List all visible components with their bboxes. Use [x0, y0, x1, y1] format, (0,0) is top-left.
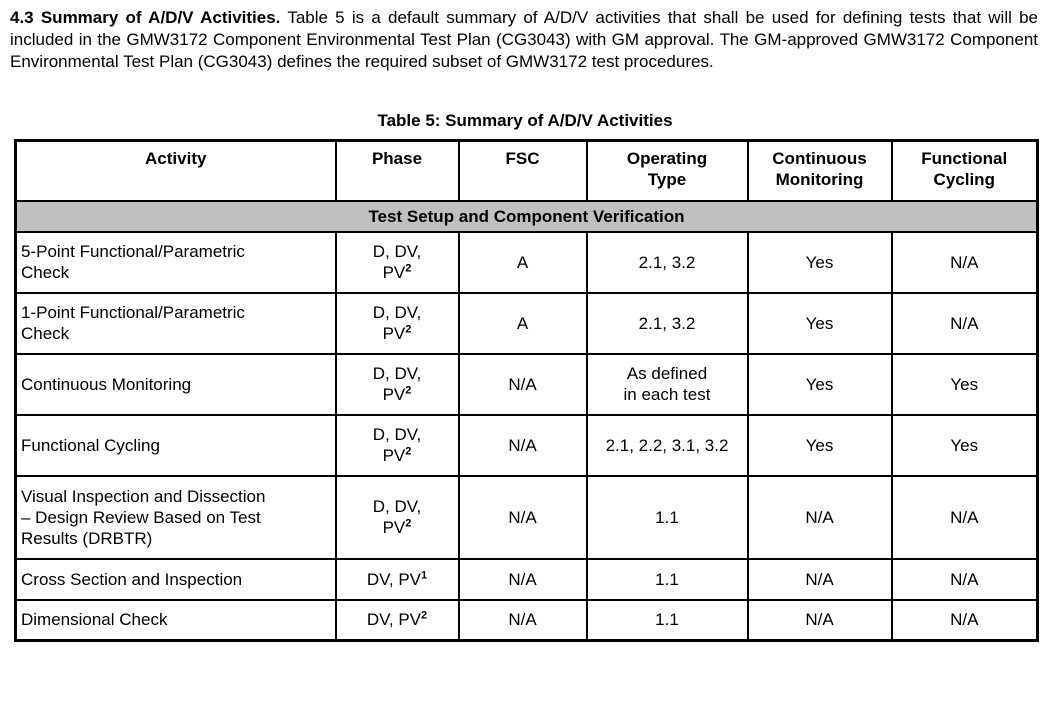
table-caption: Table 5: Summary of A/D/V Activities	[377, 111, 673, 130]
fsc-cell: A	[457, 230, 588, 294]
fsc-cell: N/A	[457, 598, 588, 642]
footnote-superscript: 2	[421, 609, 428, 622]
continuous-monitoring-cell: Yes	[746, 291, 893, 355]
activity-cell: Continuous Monitoring	[14, 352, 337, 416]
fsc-cell: N/A	[457, 557, 588, 601]
fsc-cell: N/A	[457, 413, 588, 477]
fsc-cell: A	[457, 291, 588, 355]
phase-cell: D, DV, PV2	[334, 352, 460, 416]
phase-value: D, DV, PV	[372, 497, 422, 537]
section-header-label: Test Setup and Component Verification	[14, 199, 1039, 233]
functional-cycling-cell: Yes	[890, 352, 1039, 416]
continuous-monitoring-cell: N/A	[746, 598, 893, 642]
activity-cell: Cross Section and Inspection	[14, 557, 337, 601]
operating-type-cell: 1.1	[585, 474, 749, 560]
continuous-monitoring-cell: N/A	[746, 557, 893, 601]
phase-value: D, DV, PV	[372, 303, 422, 343]
operating-type-cell: 1.1	[585, 598, 749, 642]
column-header-fsc: FSC	[457, 139, 588, 202]
phase-cell: DV, PV1	[334, 557, 460, 601]
phase-cell: D, DV, PV2	[334, 230, 460, 294]
operating-type-cell: 2.1, 2.2, 3.1, 3.2	[585, 413, 749, 477]
functional-cycling-cell: N/A	[890, 230, 1039, 294]
phase-cell: D, DV, PV2	[334, 474, 460, 560]
fsc-cell: N/A	[457, 352, 588, 416]
operating-type-cell: 2.1, 3.2	[585, 230, 749, 294]
column-header-continuous-monitoring: Continuous Monitoring	[746, 139, 893, 202]
footnote-superscript: 2	[405, 445, 412, 458]
footnote-superscript: 2	[405, 323, 412, 336]
table-row: Cross Section and Inspection DV, PV1 N/A…	[14, 557, 1039, 601]
activity-cell: Dimensional Check	[14, 598, 337, 642]
operating-type-cell: As defined in each test	[585, 352, 749, 416]
functional-cycling-cell: Yes	[890, 413, 1039, 477]
section-header-row: Test Setup and Component Verification	[14, 199, 1039, 233]
table-row: Functional Cycling D, DV, PV2 N/A 2.1, 2…	[14, 413, 1039, 477]
phase-cell: D, DV, PV2	[334, 291, 460, 355]
table-row: Dimensional Check DV, PV2 N/A 1.1 N/A N/…	[14, 598, 1039, 642]
phase-cell: D, DV, PV2	[334, 413, 460, 477]
document-page: 4.3 Summary of A/D/V Activities. Table 5…	[0, 7, 1046, 704]
table-row: 1-Point Functional/Parametric Check D, D…	[14, 291, 1039, 355]
column-header-functional-cycling: Functional Cycling	[890, 139, 1039, 202]
functional-cycling-cell: N/A	[890, 474, 1039, 560]
footnote-superscript: 2	[405, 384, 412, 397]
column-header-activity: Activity	[14, 139, 337, 202]
continuous-monitoring-cell: N/A	[746, 474, 893, 560]
fsc-cell: N/A	[457, 474, 588, 560]
continuous-monitoring-cell: Yes	[746, 230, 893, 294]
intro-paragraph: 4.3 Summary of A/D/V Activities. Table 5…	[10, 7, 1038, 73]
footnote-superscript: 2	[405, 517, 412, 530]
phase-value: DV, PV	[366, 610, 422, 630]
activity-cell: 5-Point Functional/Parametric Check	[14, 230, 337, 294]
phase-value: D, DV, PV	[372, 364, 422, 404]
phase-value: DV, PV	[366, 569, 422, 589]
activity-cell: 1-Point Functional/Parametric Check	[14, 291, 337, 355]
table-header-row: Activity Phase FSC Operating Type Contin…	[14, 139, 1039, 202]
activity-cell: Functional Cycling	[14, 413, 337, 477]
functional-cycling-cell: N/A	[890, 291, 1039, 355]
activity-cell: Visual Inspection and Dissection – Desig…	[14, 474, 337, 560]
column-header-phase: Phase	[334, 139, 460, 202]
table-row: Continuous Monitoring D, DV, PV2 N/A As …	[14, 352, 1039, 416]
column-header-operating-type: Operating Type	[585, 139, 749, 202]
phase-cell: DV, PV2	[334, 598, 460, 642]
functional-cycling-cell: N/A	[890, 557, 1039, 601]
operating-type-cell: 1.1	[585, 557, 749, 601]
continuous-monitoring-cell: Yes	[746, 352, 893, 416]
table-row: Visual Inspection and Dissection – Desig…	[14, 474, 1039, 560]
continuous-monitoring-cell: Yes	[746, 413, 893, 477]
footnote-superscript: 2	[405, 262, 412, 275]
phase-value: D, DV, PV	[372, 242, 422, 282]
operating-type-cell: 2.1, 3.2	[585, 291, 749, 355]
footnote-superscript: 1	[421, 568, 428, 581]
table-row: 5-Point Functional/Parametric Check D, D…	[14, 230, 1039, 294]
phase-value: D, DV, PV	[372, 425, 422, 465]
intro-body-text: Table 5 is a default summary of A/D/V ac…	[10, 8, 1038, 71]
functional-cycling-cell: N/A	[890, 598, 1039, 642]
adv-activities-table: Activity Phase FSC Operating Type Contin…	[14, 139, 1039, 642]
section-heading: 4.3 Summary of A/D/V Activities.	[10, 8, 281, 27]
